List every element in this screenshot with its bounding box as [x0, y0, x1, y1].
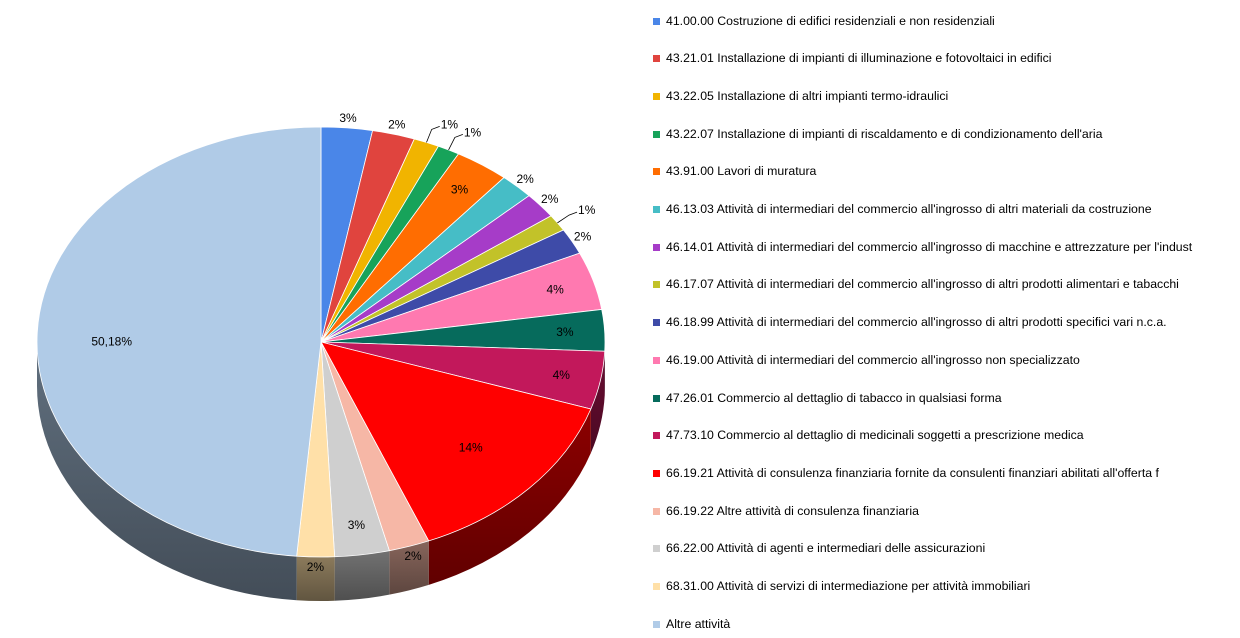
slice-data-label-6: 2%: [517, 172, 535, 186]
legend-label: 43.22.07 Installazione di impianti di ri…: [666, 126, 1103, 141]
legend-item: 47.26.01 Commercio al dettaglio di tabac…: [650, 391, 1235, 407]
pie-slice-side-16: [296, 556, 335, 601]
legend-swatch: [653, 356, 660, 364]
slice-data-label-1: 3%: [339, 111, 357, 125]
legend-label: 47.26.01 Commercio al dettaglio di tabac…: [666, 390, 1002, 405]
legend-swatch: [653, 469, 660, 477]
legend-item: 46.14.01 Attività di intermediari del co…: [650, 240, 1235, 256]
slice-data-label-17: 50,18%: [91, 335, 132, 349]
slice-data-label-3: 1%: [441, 117, 459, 131]
legend-item: 46.19.00 Attività di intermediari del co…: [650, 353, 1235, 369]
pie-chart-svg: 3% 2% 1% 1% 3% 2% 2% 1% 2% 4% 3% 4% 14% 2% 3% 2% 50,18%: [36, 111, 606, 601]
legend-swatch: [653, 243, 660, 251]
legend-label: 41.00.00 Costruzione di edifici residenz…: [666, 13, 995, 28]
slice-data-label-8: 1%: [578, 203, 596, 217]
pie-slice-13: [320, 341, 592, 542]
slice-data-label-4: 1%: [464, 125, 482, 139]
legend-swatch: [653, 545, 660, 553]
legend-label: 43.21.01 Installazione di impianti di il…: [666, 51, 1052, 66]
legend-swatch: [653, 168, 660, 176]
legend-swatch: [653, 319, 660, 327]
legend-label: 43.22.05 Installazione di altri impianti…: [666, 88, 949, 103]
legend-label: 68.31.00 Attività di servizi di intermed…: [666, 579, 1031, 593]
slice-data-label-9: 2%: [574, 230, 592, 244]
pie-slice-17: [36, 126, 322, 557]
legend-swatch: [653, 432, 660, 440]
slice-data-label-13: 14%: [459, 440, 483, 454]
legend-item: 66.19.21 Attività di consulenza finanzia…: [650, 466, 1235, 482]
legend-item: 46.18.99 Attività di intermediari del co…: [650, 315, 1235, 331]
legend-swatch: [653, 55, 660, 63]
legend-swatch: [653, 17, 660, 25]
legend-label: 66.22.00 Attività di agenti e intermedia…: [666, 541, 986, 556]
legend-item: 43.22.07 Installazione di impianti di ri…: [650, 127, 1235, 143]
legend-swatch: [653, 394, 660, 402]
pie-slice-side-15: [334, 550, 390, 601]
legend-item: 43.91.00 Lavori di muratura: [650, 164, 1235, 180]
legend-swatch: [653, 620, 660, 628]
slice-data-label-15: 3%: [348, 518, 366, 532]
legend-label: 46.14.01 Attività di intermediari del co…: [666, 239, 1193, 254]
legend-swatch: [653, 206, 660, 213]
legend-item: 46.17.07 Attività di intermediari del co…: [650, 277, 1235, 293]
pie-chart: 3% 2% 1% 1% 3% 2% 2% 1% 2% 4% 3% 4% 14% 2% 3% 2% 50,18%: [36, 111, 606, 601]
legend-label: 66.19.22 Altre attività di consulenza fi…: [666, 503, 919, 518]
legend: 41.00.00 Costruzione di edifici residenz…: [650, 0, 1235, 638]
slice-leader-line-3: [426, 126, 440, 143]
legend-label: 46.18.99 Attività di intermediari del co…: [666, 315, 1167, 330]
slice-data-label-10: 4%: [546, 282, 564, 296]
slice-leader-line-8: [557, 211, 578, 224]
legend-item: 43.22.05 Installazione di altri impianti…: [650, 89, 1235, 105]
legend-item: 66.19.22 Altre attività di consulenza fi…: [650, 504, 1235, 520]
pie-slice-side-13: [428, 409, 591, 585]
slice-data-label-2: 2%: [388, 117, 406, 131]
slice-data-label-14: 2%: [404, 549, 422, 563]
legend-item: 41.00.00 Costruzione di edifici residenz…: [650, 14, 1235, 30]
legend-label: 46.17.07 Attività di intermediari del co…: [666, 277, 1179, 292]
pie-slice-side-17: [37, 342, 297, 601]
legend-swatch: [653, 130, 660, 138]
legend-swatch: [653, 281, 660, 289]
slice-data-label-11: 3%: [556, 325, 574, 339]
slice-leader-line-4: [448, 134, 463, 151]
slice-data-label-5: 3%: [451, 183, 469, 197]
legend-label: 66.19.21 Attività di consulenza finanzia…: [666, 465, 1159, 480]
legend-item: 46.13.03 Attività di intermediari del co…: [650, 202, 1235, 218]
legend-swatch: [653, 92, 660, 100]
slice-data-label-7: 2%: [541, 192, 559, 206]
slice-data-label-12: 4%: [553, 368, 571, 382]
legend-label: 46.13.03 Attività di intermediari del co…: [666, 202, 1152, 216]
pie-slice-side-14: [389, 540, 429, 595]
legend-swatch: [653, 583, 660, 590]
legend-item: 43.21.01 Installazione di impianti di il…: [650, 51, 1235, 67]
legend-label: 46.19.00 Attività di intermediari del co…: [666, 352, 1080, 367]
legend-label: Altre attività: [666, 616, 731, 631]
slice-data-label-16: 2%: [307, 560, 325, 574]
legend-swatch: [653, 507, 660, 515]
legend-item: 66.22.00 Attività di agenti e intermedia…: [650, 541, 1235, 557]
legend-item: 47.73.10 Commercio al dettaglio di medic…: [650, 428, 1235, 444]
legend-label: 47.73.10 Commercio al dettaglio di medic…: [666, 428, 1084, 443]
legend-item: 68.31.00 Attività di servizi di intermed…: [650, 579, 1235, 595]
pie-slice-side-12: [590, 351, 605, 454]
legend-item: Altre attività: [650, 617, 1235, 633]
legend-label: 43.91.00 Lavori di muratura: [666, 164, 817, 179]
